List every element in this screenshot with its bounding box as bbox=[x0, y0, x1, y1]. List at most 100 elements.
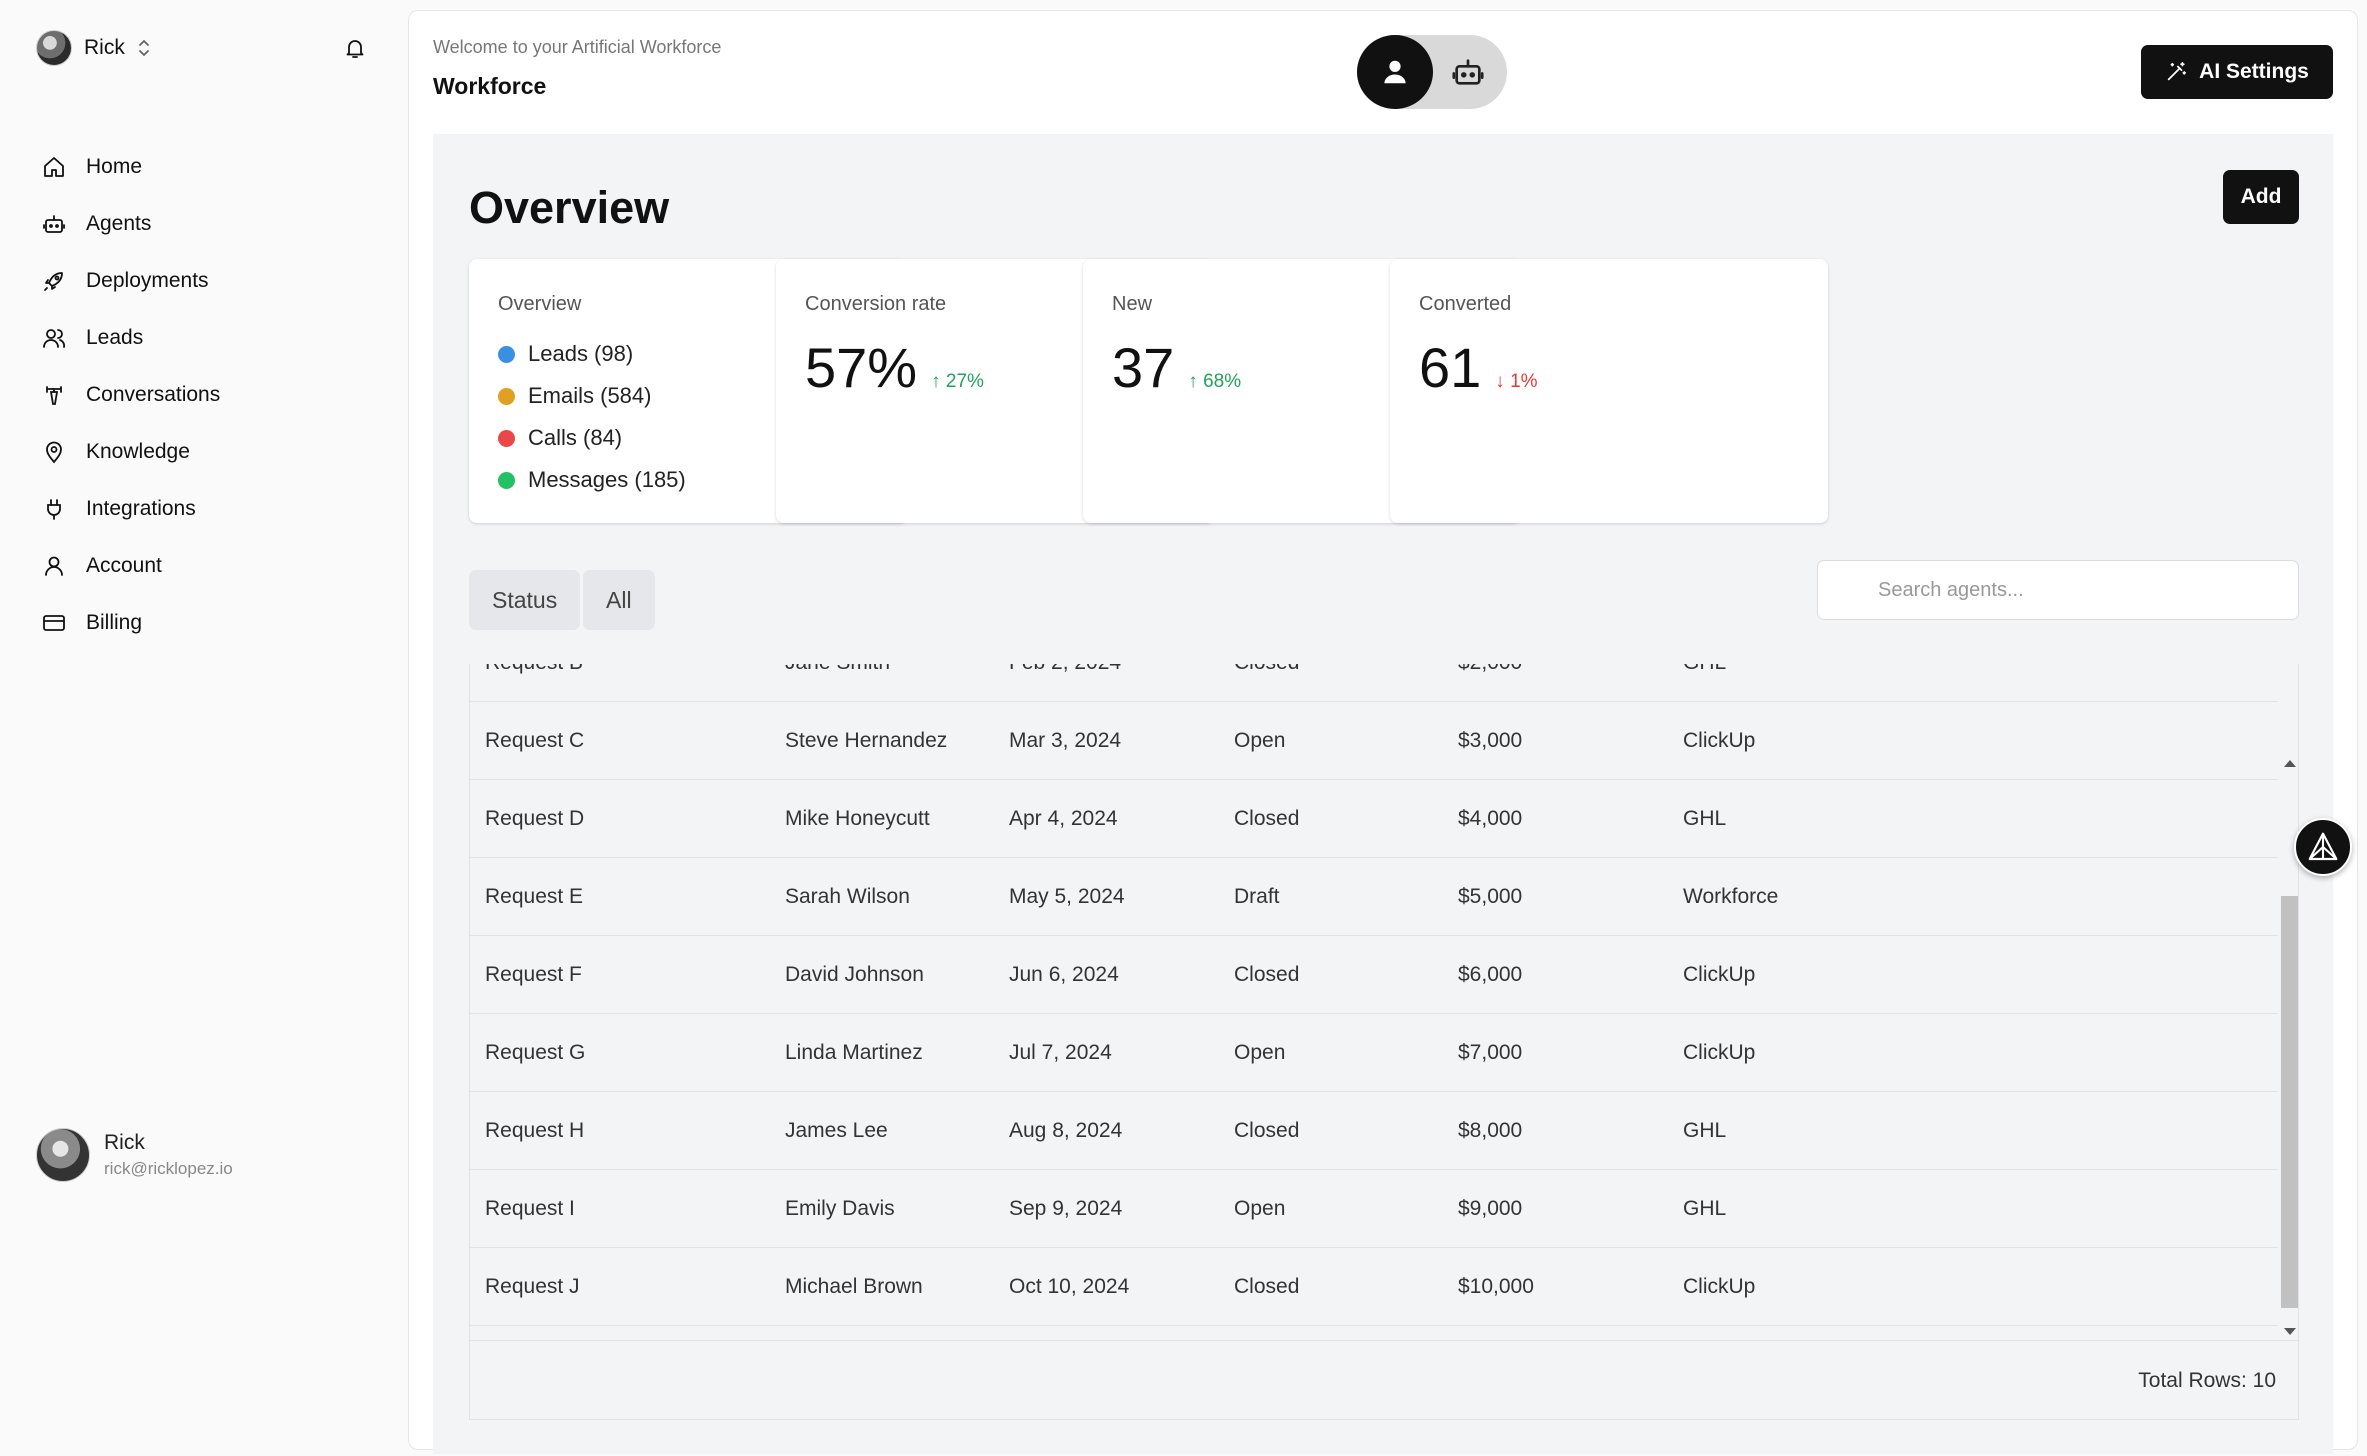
nav-item-integrations[interactable]: Integrations bbox=[40, 480, 380, 537]
triangle-logo-icon bbox=[2308, 832, 2338, 861]
legend-item-leads: Leads (98) bbox=[498, 333, 686, 375]
metric-value: 37 bbox=[1112, 336, 1175, 399]
status-dot bbox=[498, 345, 515, 363]
scrollbar-thumb[interactable] bbox=[2281, 896, 2298, 1308]
table-cell: Steve Hernandez bbox=[785, 729, 948, 752]
table-cell: $10,000 bbox=[1458, 1275, 1534, 1298]
table-cell: $2,000 bbox=[1458, 664, 1522, 702]
user-switcher[interactable]: Rick bbox=[36, 30, 151, 66]
table-cell: Mar 3, 2024 bbox=[1009, 729, 1122, 752]
ai-settings-button[interactable]: AI Settings bbox=[2141, 45, 2333, 99]
all-filter-button[interactable]: All bbox=[583, 570, 655, 630]
nav-item-agents[interactable]: Agents bbox=[40, 195, 380, 252]
legend-label: Messages (185) bbox=[528, 467, 686, 492]
nav-label: Agents bbox=[86, 211, 152, 235]
table-cell: $3,000 bbox=[1458, 729, 1523, 752]
table-body: Request B Jane Smith Feb 2, 2024 Closed $2,0… bbox=[470, 664, 2278, 1326]
table-cell: Request D bbox=[485, 807, 585, 830]
scroll-down-icon[interactable] bbox=[2284, 1328, 2296, 1335]
nav-item-knowledge[interactable]: Knowledge bbox=[40, 423, 380, 480]
scroll-up-icon[interactable] bbox=[2284, 760, 2296, 767]
profile-name: Rick bbox=[104, 1131, 145, 1154]
human-mode-button[interactable] bbox=[1357, 35, 1433, 109]
table-cell: Mike Honeycutt bbox=[785, 807, 930, 830]
table-cell: ClickUp bbox=[1683, 1041, 1756, 1064]
table-cell: Aug 8, 2024 bbox=[1009, 1119, 1123, 1142]
table-row[interactable]: Request G Linda Martinez Jul 7, 2024 Open $7… bbox=[470, 1014, 2278, 1092]
table-cell: Draft bbox=[1234, 885, 1280, 908]
ai-settings-label: AI Settings bbox=[2199, 60, 2309, 83]
nav-label: Deployments bbox=[86, 268, 209, 292]
table-cell: Request H bbox=[485, 1119, 585, 1142]
nav-label: Conversations bbox=[86, 382, 221, 406]
nav-item-billing[interactable]: Billing bbox=[40, 594, 380, 651]
table-cell: GHL bbox=[1683, 1119, 1727, 1142]
table-cell: Linda Martinez bbox=[785, 1041, 923, 1064]
nav-label: Account bbox=[86, 553, 162, 577]
table-cell: Jun 6, 2024 bbox=[1009, 963, 1119, 986]
table-row[interactable]: Request I Emily Davis Sep 9, 2024 Open $9,00… bbox=[470, 1170, 2278, 1248]
table-cell: Sarah Wilson bbox=[785, 885, 910, 908]
nav-item-conversations[interactable]: Conversations bbox=[40, 366, 380, 423]
notifications-button[interactable] bbox=[340, 33, 370, 63]
status-filter-button[interactable]: Status bbox=[469, 570, 581, 630]
table-cell: Request B bbox=[485, 664, 583, 702]
main-nav: Home Agents Deployments Leads Conversati… bbox=[40, 138, 380, 651]
table-cell: ClickUp bbox=[1683, 1275, 1756, 1298]
profile-card[interactable]: Rick rick@ricklopez.io bbox=[36, 1128, 233, 1182]
table-row[interactable]: Request J Michael Brown Oct 10, 2024 Closed… bbox=[470, 1248, 2278, 1326]
table-row[interactable]: Request D Mike Honeycutt Apr 4, 2024 Closed… bbox=[470, 780, 2278, 858]
metric-value: 57% bbox=[805, 336, 918, 399]
legend-label: Leads (98) bbox=[528, 341, 634, 366]
bot-icon bbox=[43, 214, 65, 233]
table-row[interactable]: Request E Sarah Wilson May 5, 2024 Draft $5,… bbox=[470, 858, 2278, 936]
nav-label: Leads bbox=[86, 325, 144, 349]
nav-item-leads[interactable]: Leads bbox=[40, 309, 380, 366]
nav-item-deployments[interactable]: Deployments bbox=[40, 252, 380, 309]
bot-icon[interactable] bbox=[1451, 55, 1485, 89]
metric-delta: ↓ 1% bbox=[1495, 371, 1538, 392]
add-button[interactable]: Add bbox=[2223, 170, 2299, 224]
profile-email: rick@ricklopez.io bbox=[104, 1159, 233, 1178]
avatar bbox=[36, 30, 72, 66]
table-cell: Closed bbox=[1234, 1119, 1300, 1142]
requests-table: Request B Jane Smith Feb 2, 2024 Closed $2,0… bbox=[469, 664, 2299, 1420]
search-input[interactable] bbox=[1817, 560, 2299, 620]
table-cell: Open bbox=[1234, 1041, 1286, 1064]
table-cell: Closed bbox=[1234, 1275, 1300, 1298]
table-cell: Request I bbox=[485, 1197, 575, 1220]
table-row[interactable]: Request H James Lee Aug 8, 2024 Closed $8,00… bbox=[470, 1092, 2278, 1170]
table-cell: Closed bbox=[1234, 963, 1300, 986]
table-cell: Michael Brown bbox=[785, 1275, 923, 1298]
table-row[interactable]: Request C Steve Hernandez Mar 3, 2024 Open $… bbox=[470, 702, 2278, 780]
table-cell: GHL bbox=[1683, 1197, 1727, 1220]
view-mode-toggle[interactable] bbox=[1357, 35, 1507, 109]
converted-card: Converted 61 ↓ 1% bbox=[1390, 259, 1828, 523]
table-cell: Jul 7, 2024 bbox=[1009, 1041, 1112, 1064]
table-cell: David Johnson bbox=[785, 963, 924, 986]
map-pin-icon bbox=[46, 441, 62, 463]
table-row[interactable]: Request B Jane Smith Feb 2, 2024 Closed $2,0… bbox=[470, 664, 2278, 702]
table-cell: $8,000 bbox=[1458, 1119, 1523, 1142]
nav-label: Billing bbox=[86, 610, 143, 634]
card-title: Overview bbox=[498, 293, 582, 315]
users-icon bbox=[43, 328, 66, 348]
nav-label: Knowledge bbox=[86, 439, 190, 463]
legend-label: Emails (584) bbox=[528, 383, 652, 408]
table-cell: Closed bbox=[1234, 807, 1300, 830]
table-cell: Feb 2, 2024 bbox=[1009, 664, 1121, 702]
phone-tower-icon bbox=[46, 385, 62, 405]
nav-item-account[interactable]: Account bbox=[40, 537, 380, 594]
table-row[interactable]: Request F David Johnson Jun 6, 2024 Closed $… bbox=[470, 936, 2278, 1014]
table-cell: $5,000 bbox=[1458, 885, 1523, 908]
nav-item-home[interactable]: Home bbox=[40, 138, 380, 195]
nav-label: Home bbox=[86, 154, 143, 178]
total-rows: Total Rows: 10 bbox=[2138, 1369, 2276, 1392]
table-cell: Emily Davis bbox=[785, 1197, 895, 1220]
user-icon bbox=[1384, 60, 1406, 84]
assistant-fab[interactable] bbox=[2294, 818, 2352, 876]
main-panel: Welcome to your Artificial Workforce Wor… bbox=[408, 10, 2358, 1454]
legend-label: Calls (84) bbox=[528, 425, 623, 450]
card-title: Converted bbox=[1419, 293, 1512, 315]
summary-legend: Leads (98) Emails (584) Calls (84) Messa… bbox=[498, 333, 686, 501]
